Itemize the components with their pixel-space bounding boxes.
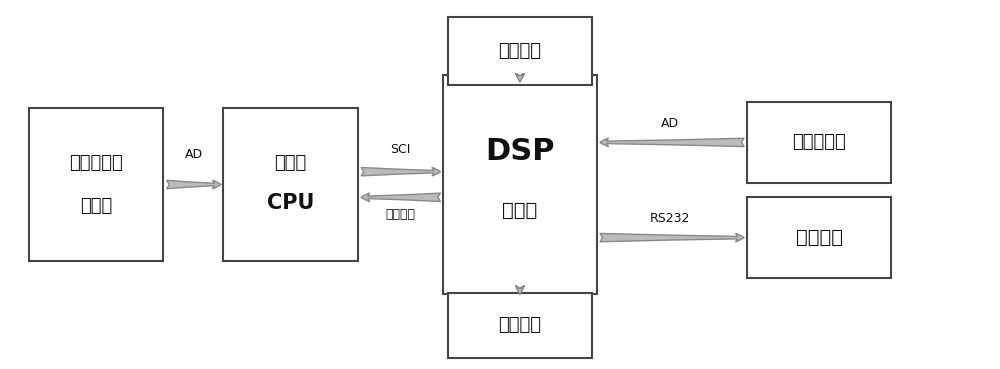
Text: 电压、频率: 电压、频率 [69, 154, 123, 172]
Text: AD: AD [185, 148, 203, 161]
Text: 占空比: 占空比 [80, 197, 112, 215]
Text: RS232: RS232 [649, 212, 690, 225]
Bar [223, 108, 358, 261]
Text: AD: AD [660, 117, 679, 130]
Text: 进给系统: 进给系统 [796, 228, 843, 247]
Text: DSP: DSP [485, 137, 555, 166]
Bar [747, 197, 891, 278]
Text: 控制器: 控制器 [502, 201, 538, 220]
Text: 电压、电流: 电压、电流 [792, 133, 846, 151]
Bar [29, 108, 163, 261]
Text: 启动信号: 启动信号 [385, 208, 415, 221]
Text: 参数显示: 参数显示 [498, 42, 541, 60]
Text: SCI: SCI [390, 143, 410, 156]
Text: 启动停止: 启动停止 [498, 317, 541, 334]
Text: 嵌入式: 嵌入式 [274, 154, 307, 172]
Text: CPU: CPU [267, 193, 314, 213]
Bar [747, 102, 891, 183]
Bar [448, 17, 592, 85]
Bar [443, 75, 597, 294]
Bar [448, 293, 592, 358]
